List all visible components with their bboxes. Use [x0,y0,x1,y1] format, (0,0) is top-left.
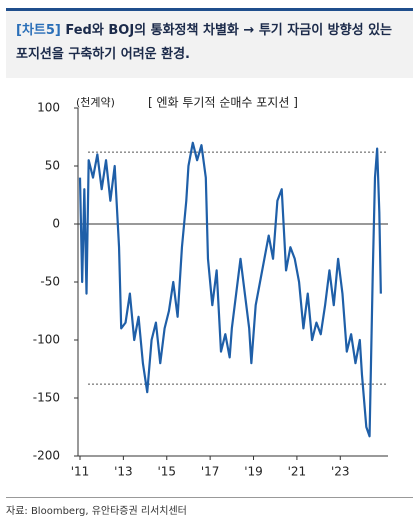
title-box: [차트5] Fed와 BOJ의 통화정책 차별화 → 투기 자금이 방향성 있는… [6,8,413,78]
line-series [78,141,382,438]
x-tick-label: '17 [201,465,220,479]
x-tick-label: '15 [157,465,176,479]
y-tick-label: -100 [33,333,60,347]
x-tick-label: '11 [71,465,90,479]
x-tick-label: '23 [331,465,350,479]
title-tag: [차트5] [16,23,61,38]
y-tick-label: 0 [52,217,60,231]
x-tick-label: '19 [244,465,263,479]
x-tick-label: '21 [288,465,307,479]
y-tick-label: -150 [33,391,60,405]
x-tick-label: '13 [114,465,133,479]
y-tick-label: 100 [37,101,60,115]
legend-label: [ 엔화 투기적 순매수 포지션 ] [148,96,298,110]
y-tick-label: -200 [33,449,60,463]
chart-title: Fed와 BOJ의 통화정책 차별화 → 투기 자금이 방향성 있는 포지션을 … [16,23,393,62]
y-tick-label: -50 [40,275,60,289]
chart: (천계약) [ 엔화 투기적 순매수 포지션 ] -200 -150 -100 -50… [33,95,388,479]
unit-label: (천계약) [76,95,115,109]
y-tick-label: 50 [45,159,60,173]
source: 자료: Bloomberg, 유안타증권 리서치센터 [6,497,413,517]
